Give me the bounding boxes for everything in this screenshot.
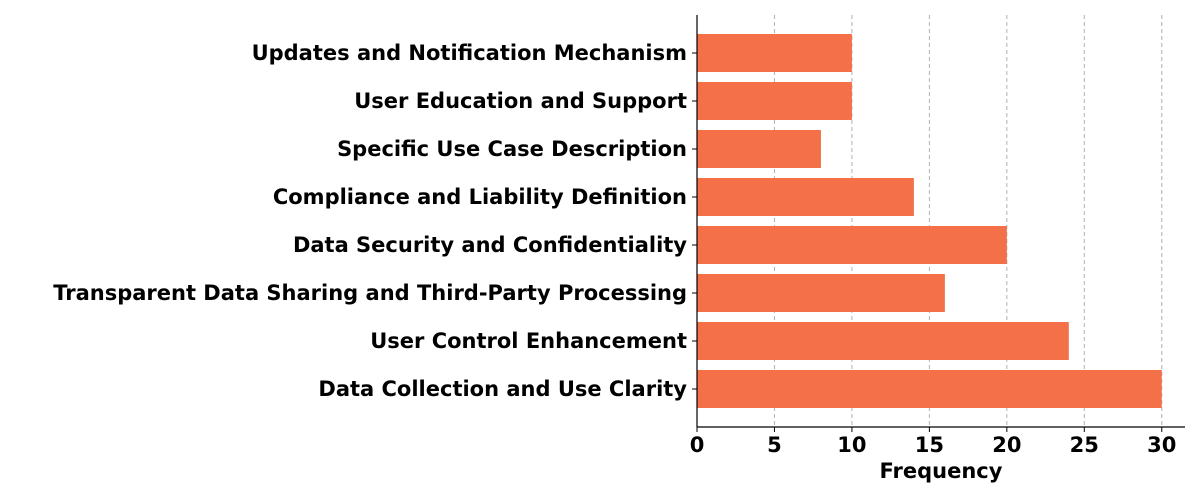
x-tick-labels: 0 5 10 15 20 25 30 <box>690 433 1177 457</box>
x-axis-title: Frequency <box>880 459 1003 483</box>
category-label-3: Transparent Data Sharing and Third-Party… <box>53 281 687 305</box>
x-tick-label-15: 15 <box>915 433 944 457</box>
category-label-2: User Control Enhancement <box>370 329 687 353</box>
bar-6 <box>697 130 821 168</box>
x-tick-label-30: 30 <box>1147 433 1176 457</box>
category-label-8: Updates and Notification Mechanism <box>252 41 687 65</box>
category-label-7: User Education and Support <box>354 89 687 113</box>
bar-4 <box>697 226 1007 264</box>
category-label-4: Data Security and Confidentiality <box>293 233 687 257</box>
x-tick-label-10: 10 <box>837 433 866 457</box>
bar-2 <box>697 322 1069 360</box>
x-tick-label-25: 25 <box>1070 433 1099 457</box>
x-tick-label-20: 20 <box>992 433 1021 457</box>
category-label-6: Specific Use Case Description <box>337 137 687 161</box>
category-labels: Data Collection and Use Clarity User Cont… <box>53 41 687 401</box>
bar-7 <box>697 82 852 120</box>
category-label-1: Data Collection and Use Clarity <box>318 377 687 401</box>
grid-lines <box>773 15 1163 427</box>
bars <box>697 34 1162 408</box>
bar-5 <box>697 178 914 216</box>
x-tick-label-0: 0 <box>690 433 705 457</box>
x-tick-label-5: 5 <box>767 433 782 457</box>
bar-3 <box>697 274 945 312</box>
axes <box>692 15 1185 432</box>
bar-1 <box>697 370 1162 408</box>
category-label-5: Compliance and Liability Definition <box>273 185 687 209</box>
bar-8 <box>697 34 852 72</box>
